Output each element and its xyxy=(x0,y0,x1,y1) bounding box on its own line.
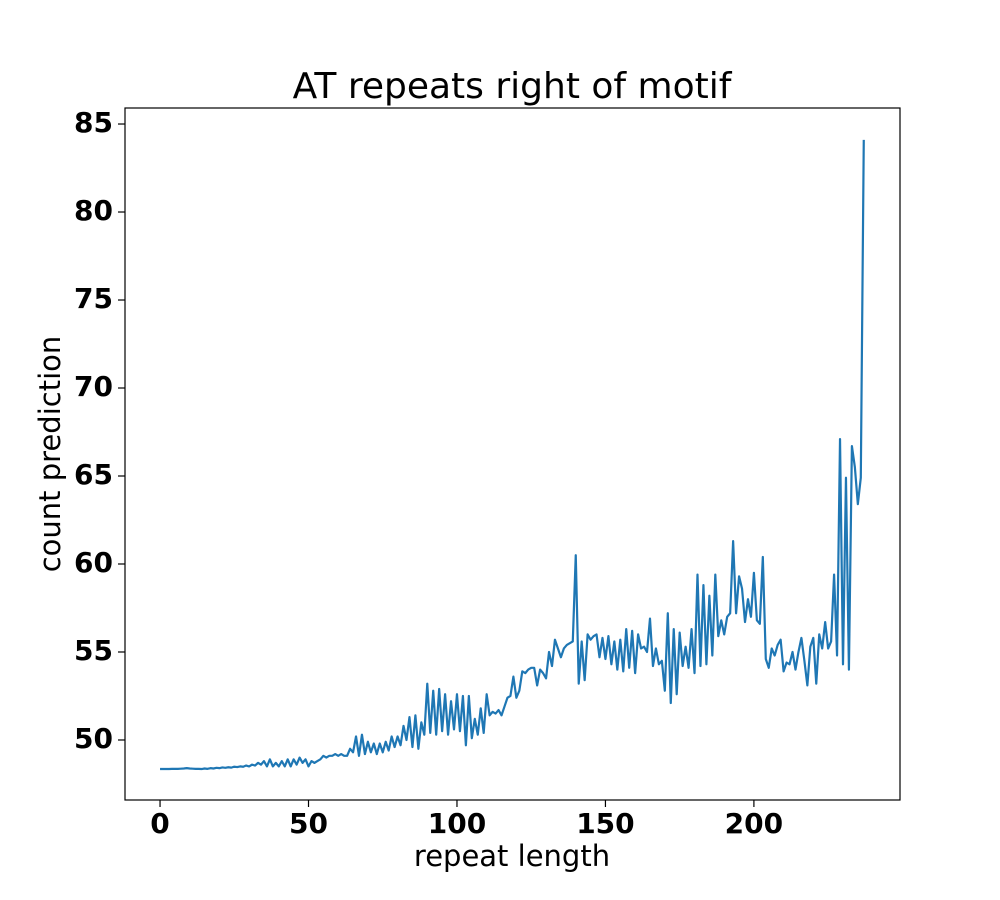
x-axis-label: repeat length xyxy=(414,839,610,873)
plot-frame xyxy=(124,107,901,801)
x-tick-label: 100 xyxy=(428,807,486,840)
y-tick-label: 85 xyxy=(74,106,113,139)
x-tick-label: 150 xyxy=(576,807,634,840)
y-tick-label: 50 xyxy=(74,722,113,755)
data-line xyxy=(160,139,865,771)
x-tick-label: 50 xyxy=(289,807,328,840)
y-tick-label: 75 xyxy=(74,282,113,315)
chart-title: AT repeats right of motif xyxy=(293,66,733,107)
y-tick-label: 65 xyxy=(74,458,113,491)
y-tick-label: 60 xyxy=(74,546,113,579)
x-tick-label: 0 xyxy=(150,807,169,840)
x-tick-label: 200 xyxy=(725,807,783,840)
y-tick-label: 70 xyxy=(74,370,113,403)
y-axis-label: count prediction xyxy=(33,336,67,573)
y-tick-label: 55 xyxy=(74,634,113,667)
y-tick-label: 80 xyxy=(74,194,113,227)
